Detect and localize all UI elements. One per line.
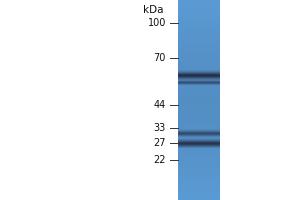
Text: 33: 33	[154, 123, 166, 133]
Text: 44: 44	[154, 100, 166, 110]
Text: 100: 100	[148, 18, 166, 28]
Text: kDa: kDa	[142, 5, 163, 15]
Text: 70: 70	[154, 53, 166, 63]
Text: 22: 22	[154, 155, 166, 165]
Text: 27: 27	[154, 138, 166, 148]
